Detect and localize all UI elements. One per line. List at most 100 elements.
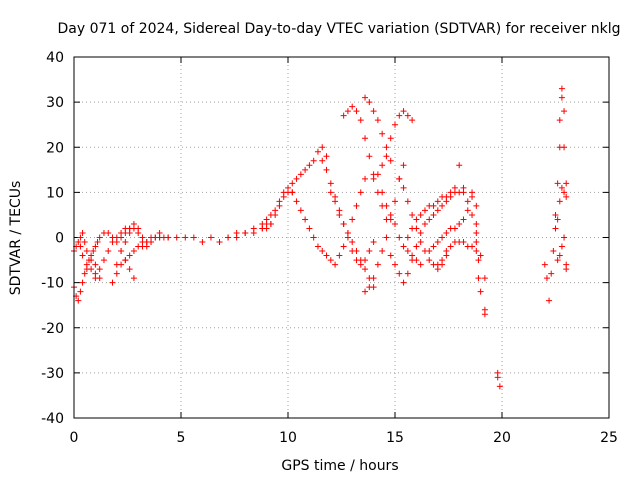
data-point (109, 239, 116, 246)
data-point (558, 184, 565, 191)
data-point (276, 202, 283, 209)
data-point (451, 225, 458, 232)
data-point (477, 252, 484, 259)
plot-frame (73, 56, 610, 419)
series-arc-s (426, 193, 476, 255)
data-point (113, 270, 120, 277)
data-point (96, 234, 103, 241)
series-arc-rise2 (263, 189, 296, 232)
data-point (92, 243, 99, 250)
data-point (302, 166, 309, 173)
x-tick-label: 20 (493, 430, 511, 446)
data-point (434, 239, 441, 246)
data-point (77, 288, 84, 295)
data-point (434, 261, 441, 268)
series-arc-early (71, 229, 137, 304)
series-spike3 (554, 234, 570, 273)
data-point (165, 234, 172, 241)
data-point (105, 248, 112, 255)
data-point (362, 175, 369, 182)
data-point (349, 216, 356, 223)
data-point (409, 117, 416, 124)
series-arc-r (404, 184, 467, 241)
data-point (443, 229, 450, 236)
x-tick-label: 0 (70, 430, 79, 446)
data-point (263, 225, 270, 232)
data-point (94, 239, 101, 246)
data-point (357, 257, 364, 264)
x-tick-label: 10 (279, 430, 297, 446)
series-arc-n (370, 108, 416, 182)
data-point (130, 275, 137, 282)
y-tick-label: -20 (41, 321, 64, 337)
data-point (327, 189, 334, 196)
data-point (92, 261, 99, 268)
data-point (139, 234, 146, 241)
data-point (469, 189, 476, 196)
y-tick-label: -30 (41, 366, 64, 382)
data-point (396, 270, 403, 277)
series-arc-v (469, 189, 488, 318)
data-point (404, 248, 411, 255)
x-axis-label: GPS time / hours (281, 458, 398, 474)
data-point (464, 198, 471, 205)
data-point (96, 266, 103, 273)
data-point (552, 211, 559, 218)
data-point (430, 202, 437, 209)
data-point (561, 144, 568, 151)
data-point (90, 248, 97, 255)
points-layer (71, 85, 570, 390)
data-point (289, 180, 296, 187)
data-point (396, 234, 403, 241)
data-point (494, 374, 501, 381)
data-point (314, 148, 321, 155)
data-point (340, 112, 347, 119)
data-point (409, 225, 416, 232)
data-point (387, 211, 394, 218)
data-point (379, 248, 386, 255)
data-point (379, 130, 386, 137)
data-point (443, 193, 450, 200)
data-point (392, 220, 398, 227)
data-point (434, 207, 441, 214)
y-axis-label: SDTVAR / TECUs (8, 181, 24, 296)
data-point (473, 239, 480, 246)
series-arc-u (460, 189, 488, 282)
data-point (417, 229, 424, 236)
data-point (323, 153, 330, 160)
data-point (383, 144, 390, 151)
data-point (417, 261, 424, 268)
data-point (481, 275, 488, 282)
data-point (306, 162, 313, 169)
data-point (556, 117, 563, 124)
data-point (216, 239, 223, 246)
data-point (417, 211, 424, 218)
data-point (558, 94, 565, 101)
data-point (400, 162, 407, 169)
data-point (340, 220, 347, 227)
data-point (396, 175, 403, 182)
data-point (143, 239, 150, 246)
data-point (83, 261, 90, 268)
data-point (79, 279, 86, 286)
data-point (109, 279, 116, 286)
data-point (426, 257, 433, 264)
data-point (366, 248, 373, 255)
data-point (148, 234, 155, 241)
x-tick-label: 25 (600, 430, 618, 446)
data-point (366, 284, 373, 291)
data-point (77, 234, 84, 241)
data-point (122, 229, 129, 236)
data-point (548, 270, 555, 277)
data-point (370, 108, 377, 115)
data-point (126, 252, 133, 259)
data-point (561, 108, 568, 115)
data-point (336, 211, 343, 218)
data-point (81, 239, 88, 246)
data-point (323, 166, 330, 173)
data-point (426, 248, 433, 255)
data-point (332, 198, 339, 205)
data-point (319, 248, 326, 255)
data-point (366, 99, 373, 106)
data-point (392, 261, 398, 268)
